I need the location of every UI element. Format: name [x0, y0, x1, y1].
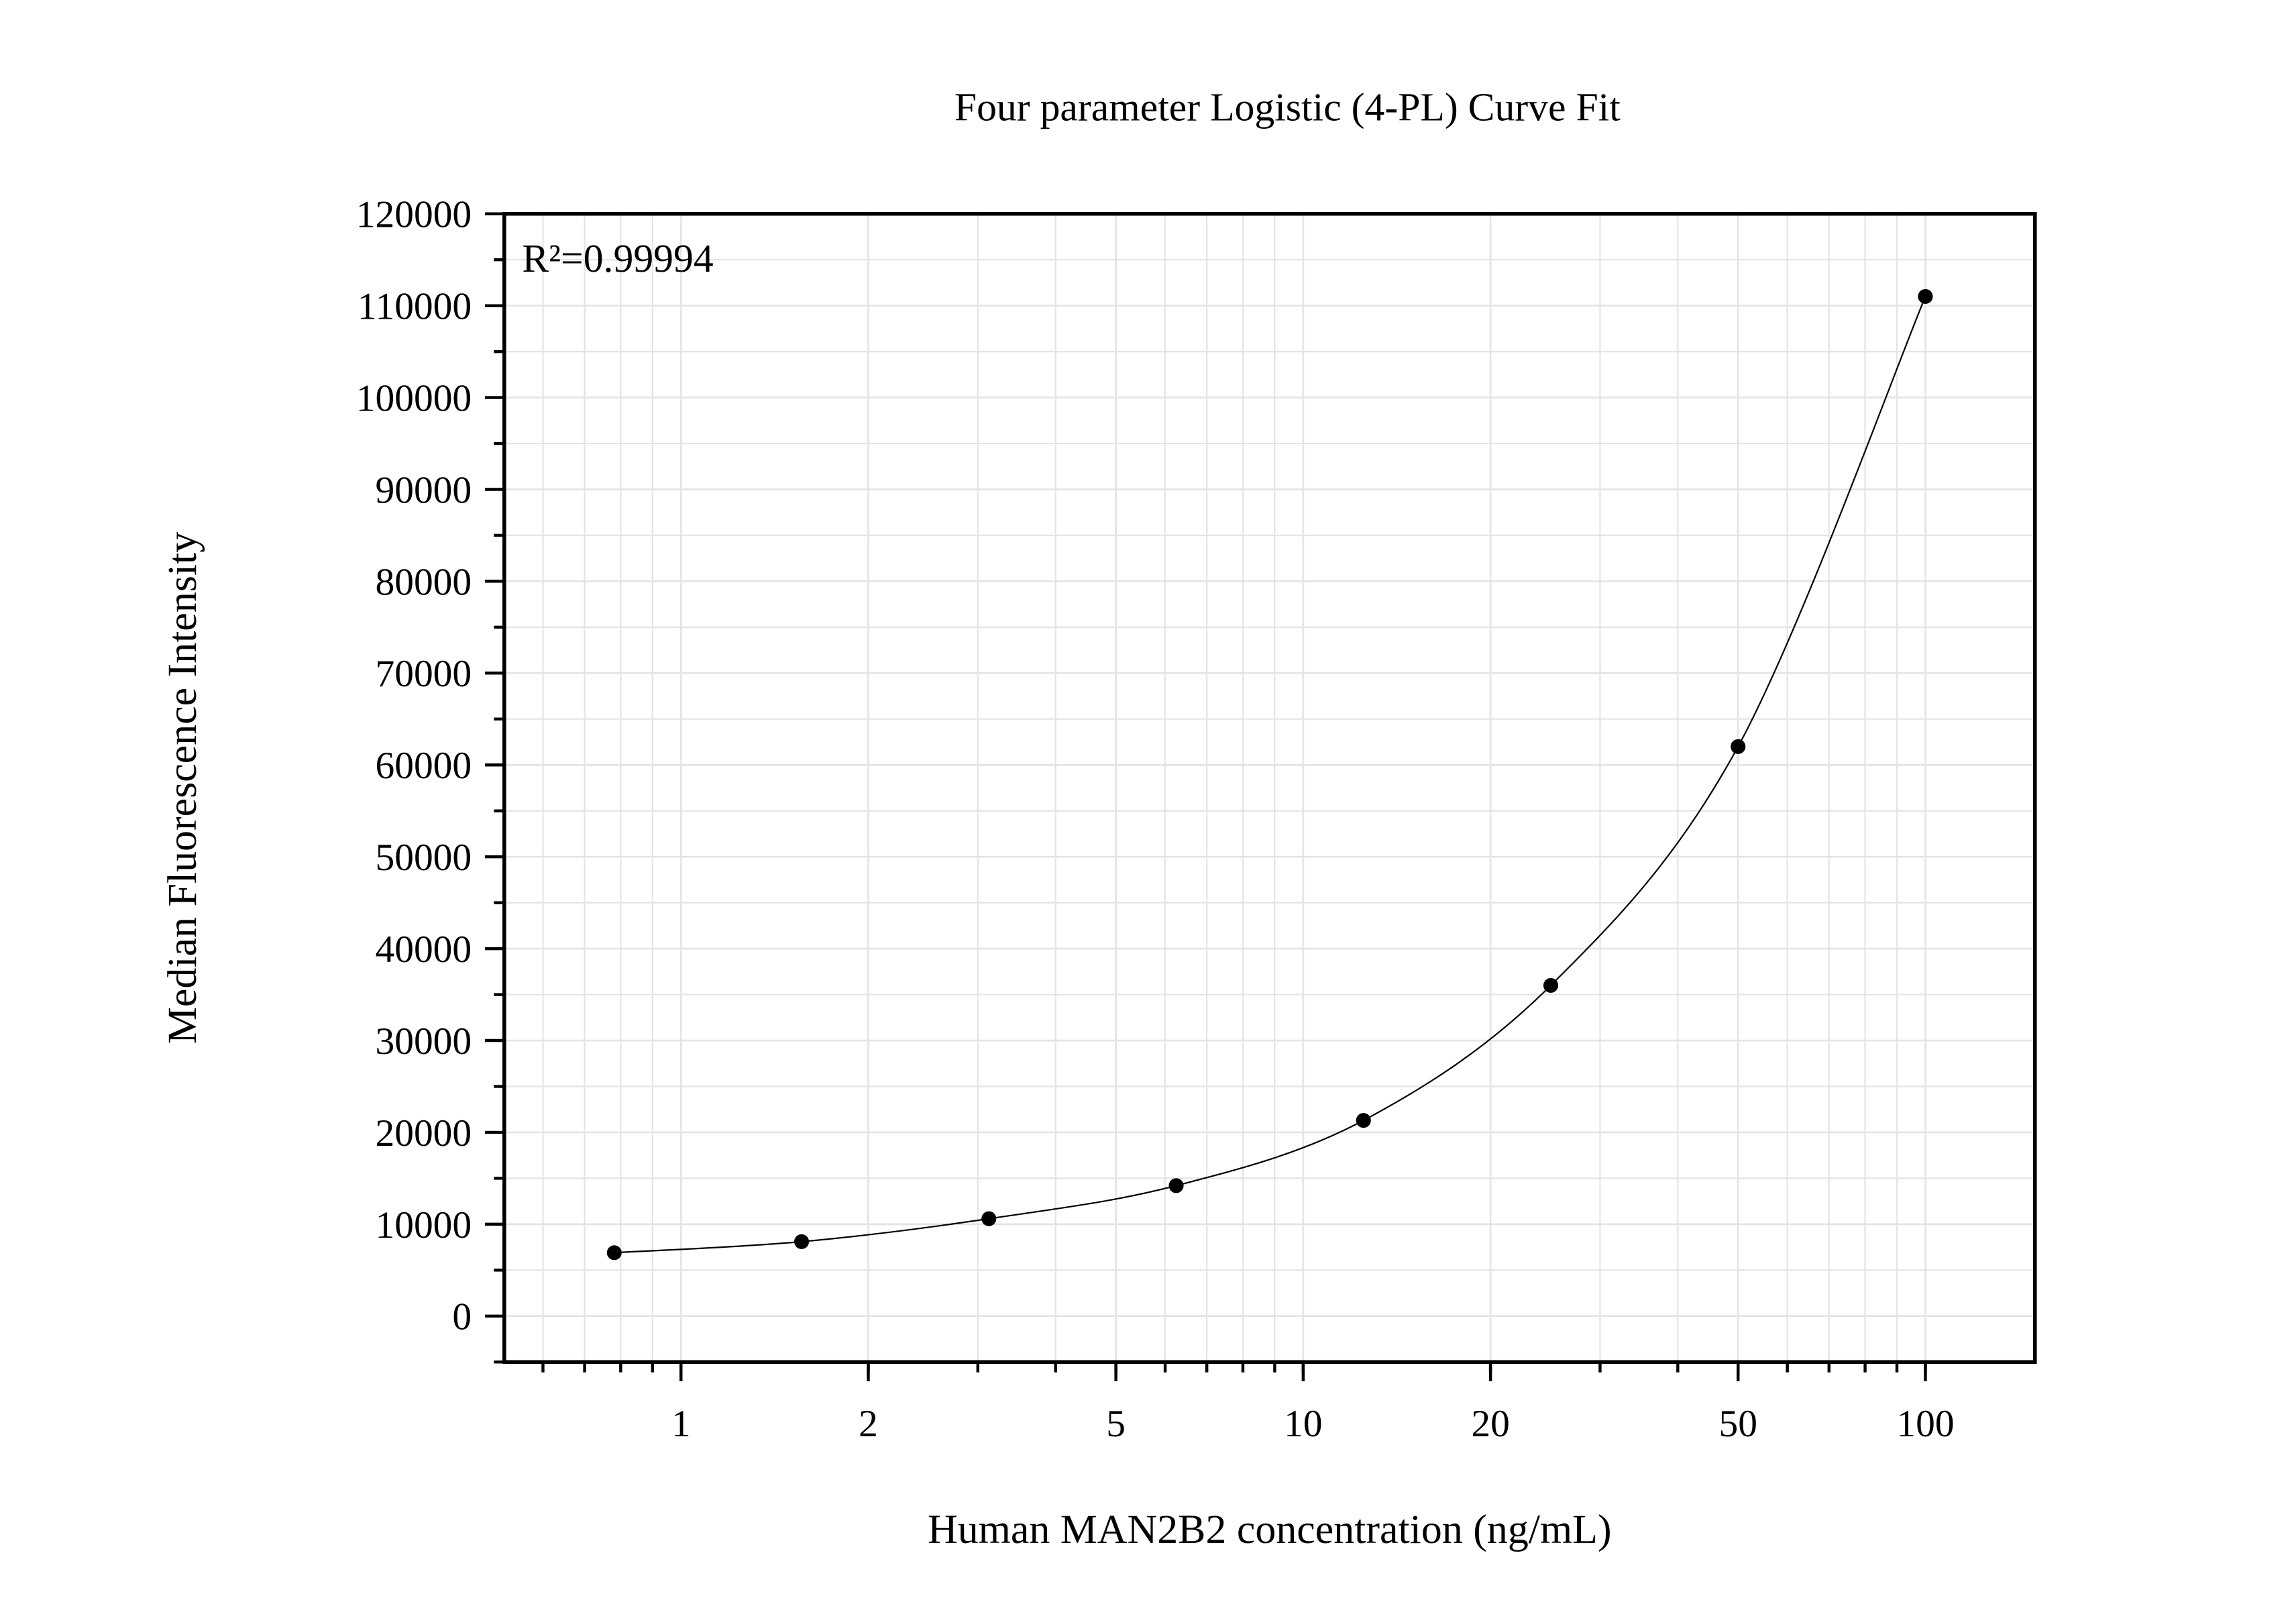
- x-tick-label: 2: [859, 1403, 878, 1445]
- x-tick-label: 10: [1284, 1403, 1322, 1445]
- chart-title: Four parameter Logistic (4-PL) Curve Fit: [954, 85, 1621, 129]
- y-tick-label: 0: [452, 1296, 472, 1338]
- x-tick-label: 5: [1106, 1403, 1126, 1445]
- y-axis-label: Median Fluorescence Intensity: [160, 532, 205, 1044]
- y-tick-label: 110000: [358, 286, 472, 328]
- x-tick-label: 1: [671, 1403, 691, 1445]
- x-axis-label: Human MAN2B2 concentration (ng/mL): [928, 1507, 1612, 1552]
- x-tick-label: 50: [1718, 1403, 1757, 1445]
- y-tick-label: 10000: [375, 1204, 472, 1246]
- data-point: [606, 1245, 622, 1261]
- grid: [504, 213, 2035, 1363]
- data-point: [1918, 288, 1933, 305]
- y-tick-label: 40000: [375, 928, 472, 971]
- data-point: [794, 1234, 810, 1249]
- data-point: [1731, 739, 1746, 754]
- plot-frame: [502, 211, 2037, 1365]
- y-tick-label: 80000: [375, 561, 472, 603]
- y-tick-label: 120000: [356, 194, 472, 236]
- x-tick-label: 100: [1896, 1403, 1954, 1445]
- x-tick-label: 20: [1471, 1403, 1509, 1445]
- data-point: [1543, 977, 1559, 993]
- data-point: [1356, 1113, 1371, 1128]
- y-tick-label: 50000: [375, 837, 472, 879]
- y-tick-label: 70000: [375, 653, 472, 695]
- y-tick-label: 60000: [375, 745, 472, 787]
- y-tick-label: 30000: [375, 1020, 472, 1063]
- y-tick-label: 100000: [356, 377, 472, 419]
- y-tick-label: 20000: [375, 1112, 472, 1155]
- annotation: R²=0.99994: [522, 236, 713, 280]
- data-point: [1168, 1178, 1184, 1193]
- data-point: [981, 1211, 997, 1226]
- y-tick-label: 90000: [375, 469, 472, 511]
